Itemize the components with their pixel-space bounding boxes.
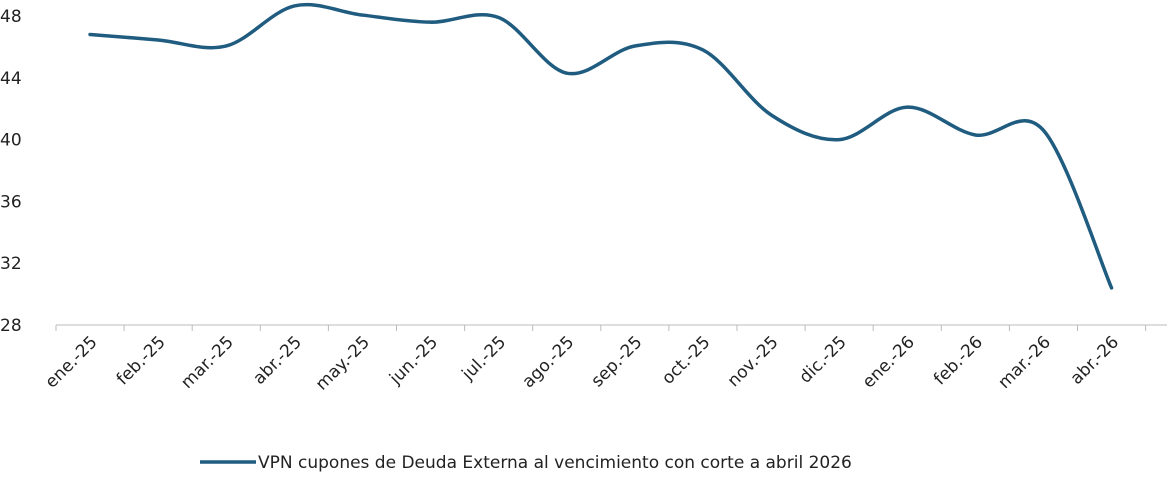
x-tick-label: feb.-25 <box>113 332 170 389</box>
line <box>88 2 1114 290</box>
y-tick-label: 32 <box>0 254 22 274</box>
legend-label: VPN cupones de Deuda Externa al vencimie… <box>258 453 852 473</box>
y-tick-label: 36 <box>0 192 22 212</box>
x-tick-label: ene.-25 <box>42 332 102 392</box>
x-tick-label: dic.-25 <box>796 332 851 387</box>
x-tick-label: abr.-26 <box>1067 332 1123 388</box>
x-tick-label: oct.-25 <box>658 332 714 388</box>
x-tick-label: nov.-25 <box>724 332 783 391</box>
x-tick-label: jul.-25 <box>458 332 511 385</box>
x-tick-label: ago.-25 <box>519 332 579 392</box>
x-tick-label: ene.-26 <box>859 332 919 392</box>
x-tick-label: sep.-25 <box>587 332 646 391</box>
x-tick-label: may.-25 <box>312 332 374 394</box>
x-tick-label: mar.-26 <box>994 332 1055 393</box>
x-tick-label: abr.-25 <box>249 332 305 388</box>
x-tick-label: mar.-25 <box>177 332 238 393</box>
y-tick-label: 28 <box>0 316 22 336</box>
x-tick-label: feb.-26 <box>930 332 987 389</box>
x-tick-label: jun.-25 <box>385 332 442 389</box>
y-tick-label: 40 <box>0 131 22 151</box>
y-tick-label: 48 <box>0 7 22 27</box>
y-tick-label: 44 <box>0 69 22 89</box>
